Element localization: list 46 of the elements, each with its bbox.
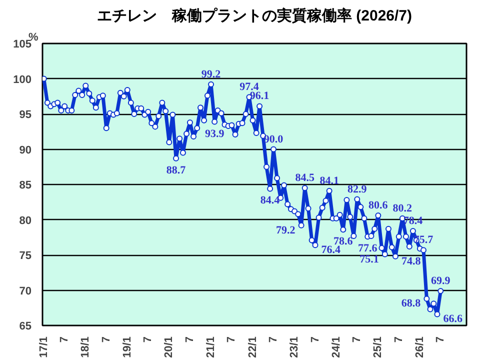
x-tick-label: 7 — [226, 336, 238, 343]
data-label: 88.7 — [166, 164, 186, 176]
y-tick-label: 90 — [19, 144, 32, 156]
x-tick-label: 7 — [267, 336, 280, 343]
data-label: 84.4 — [260, 194, 280, 207]
x-tick-label: 22/1 — [246, 336, 259, 358]
data-label: 99.2 — [201, 68, 222, 80]
x-tick-label: 7 — [434, 336, 447, 343]
y-tick-label: 80 — [19, 214, 32, 227]
data-label: 76.4 — [321, 244, 341, 256]
x-tick-label: 7 — [100, 336, 112, 343]
y-tick-label: 85 — [19, 180, 32, 192]
data-label: 66.6 — [443, 313, 463, 326]
x-tick-label: 18/1 — [80, 336, 92, 358]
chart-title: エチレン 稼働プラントの実質稼働率 (2026/7) — [96, 6, 412, 24]
data-label: 84.1 — [320, 174, 339, 187]
x-tick-label: 7 — [392, 336, 405, 343]
x-tick-label: 21/1 — [205, 336, 218, 358]
data-label: 84.5 — [295, 172, 315, 184]
y-tick-label: 65 — [19, 320, 32, 332]
x-tick-label: 7 — [309, 336, 322, 343]
x-tick-label: 7 — [142, 336, 154, 343]
x-tick-label: 23/1 — [288, 336, 301, 358]
y-tick-label: 75 — [19, 250, 32, 262]
data-label: 93.9 — [204, 128, 225, 140]
x-tick-label: 17/1 — [38, 336, 50, 358]
data-label: 69.9 — [431, 274, 451, 287]
data-label: 68.8 — [401, 298, 422, 310]
data-label: 74.8 — [401, 255, 422, 268]
data-label: 80.2 — [392, 202, 413, 214]
x-tick-label: 24/1 — [330, 336, 342, 358]
x-tick-label: 25/1 — [372, 336, 384, 358]
data-label: 80.6 — [368, 200, 388, 212]
data-label: 77.6 — [358, 242, 378, 255]
x-tick-label: 19/1 — [121, 336, 134, 358]
x-tick-label: 7 — [58, 336, 71, 343]
x-tick-label: 20/1 — [163, 336, 176, 358]
y-tick-label: 100 — [13, 74, 32, 86]
data-label: 79.2 — [276, 224, 296, 236]
x-tick-label: 7 — [351, 336, 364, 343]
x-tick-label: 7 — [184, 336, 196, 343]
y-tick-label: 95 — [19, 109, 32, 121]
y-tick-label: 70 — [19, 285, 32, 298]
data-label: 82.9 — [348, 183, 368, 196]
x-tick-label: 26/1 — [414, 336, 426, 358]
data-label: 75.1 — [360, 253, 379, 266]
